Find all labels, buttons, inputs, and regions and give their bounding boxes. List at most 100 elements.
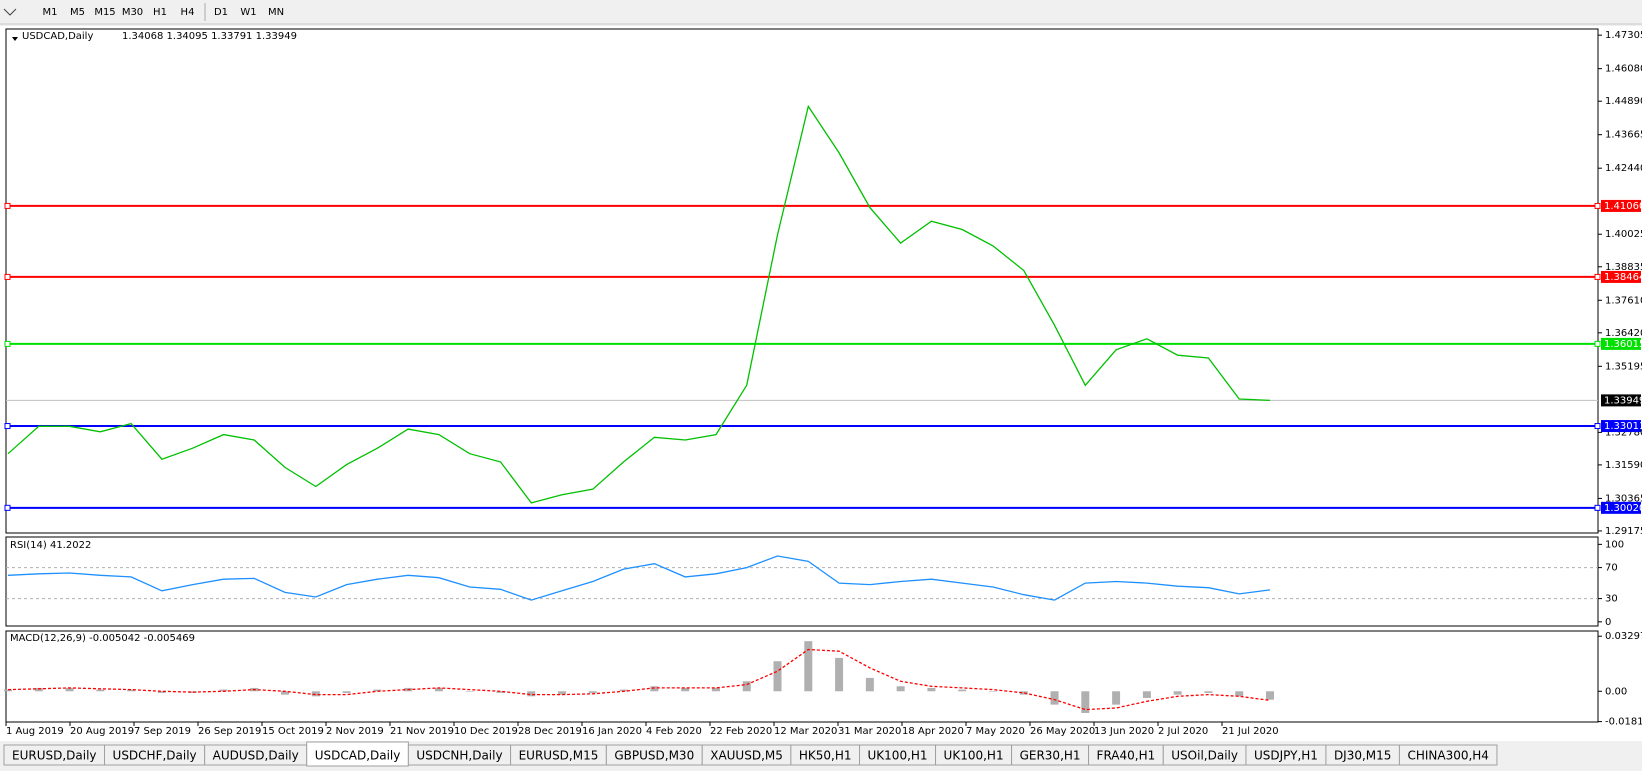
histogram-bar: [958, 689, 967, 692]
level-handle: [4, 423, 11, 430]
y-tick-label: 1.42440: [1605, 163, 1642, 174]
histogram-bar: [219, 689, 228, 692]
x-tick-label: 21 Jul 2020: [1222, 726, 1279, 737]
tab-label[interactable]: USOil,Daily: [1171, 749, 1238, 763]
tab-label[interactable]: USDCAD,Daily: [315, 749, 401, 763]
histogram-bar: [4, 689, 12, 692]
histogram-bar: [681, 687, 690, 692]
last-price-box: [1601, 394, 1641, 407]
histogram-bar: [465, 691, 474, 692]
y-tick-label: 1.30365: [1605, 493, 1642, 504]
tab-label[interactable]: FRA40,H1: [1097, 749, 1156, 763]
histogram-bar: [835, 657, 844, 692]
level-label-box: [1601, 199, 1641, 212]
y-tick-label: 1.36420: [1605, 328, 1642, 339]
histogram-bar: [1019, 691, 1028, 695]
x-tick-label: 26 Sep 2019: [198, 726, 261, 737]
tab-label[interactable]: EURUSD,M15: [519, 749, 599, 763]
timeframe-button[interactable]: H4: [181, 7, 195, 18]
y-tick-label: 0.00: [1605, 686, 1627, 697]
y-tick-label: 1.29175: [1605, 526, 1642, 537]
y-tick-label: 1.44890: [1605, 96, 1642, 107]
y-tick-label: 1.31590: [1605, 460, 1642, 471]
histogram-bar: [188, 691, 197, 693]
timeframe-button[interactable]: W1: [240, 7, 256, 18]
tab-label[interactable]: GBPUSD,M30: [614, 749, 694, 763]
level-handle: [1594, 273, 1601, 280]
histogram-bar: [988, 691, 997, 692]
timeframe-button[interactable]: H1: [153, 7, 167, 18]
y-tick-label: -0.018154: [1605, 717, 1642, 728]
x-tick-label: 7 May 2020: [966, 726, 1025, 737]
histogram-bar: [96, 689, 105, 692]
tab-label[interactable]: XAUUSD,M5: [710, 749, 783, 763]
timeframe-button[interactable]: D1: [214, 7, 228, 18]
tab-label[interactable]: USDCNH,Daily: [416, 749, 502, 763]
series-line: [7, 555, 1271, 601]
x-tick-label: 2 Jul 2020: [1158, 726, 1208, 737]
tab-label[interactable]: AUDUSD,Daily: [213, 749, 299, 763]
main-panel: [5, 28, 1599, 534]
level-label: 1.33011: [1604, 421, 1642, 432]
y-tick-label: 1.40025: [1605, 229, 1642, 240]
timeframe-button[interactable]: M15: [94, 7, 115, 18]
level-label: 1.38464: [1604, 272, 1642, 283]
x-tick-label: 15 Oct 2019: [262, 726, 324, 737]
histogram-bar: [1173, 691, 1182, 695]
level-label: 1.41060: [1604, 201, 1642, 212]
tab-label[interactable]: GER30,H1: [1020, 749, 1081, 763]
level-handle: [1594, 202, 1601, 209]
tab-label[interactable]: DJ30,M15: [1334, 749, 1392, 763]
histogram-bar: [496, 691, 505, 693]
panel-menu-arrow: [12, 37, 18, 41]
timeframe-button[interactable]: M1: [43, 7, 58, 18]
histogram-bar: [1204, 691, 1213, 693]
histogram-bar: [650, 686, 659, 692]
x-tick-label: 13 Jun 2020: [1094, 726, 1154, 737]
symbol: USDCAD,Daily: [22, 31, 93, 42]
histogram-bar: [773, 661, 782, 692]
histogram-bar: [927, 687, 936, 692]
x-tick-label: 10 Dec 2019: [454, 726, 518, 737]
chart-window: [0, 26, 1642, 741]
tab-label[interactable]: UK100,H1: [944, 749, 1004, 763]
histogram-bar: [1050, 691, 1059, 705]
level-label-box: [1601, 420, 1641, 433]
tab-label[interactable]: EURUSD,Daily: [12, 749, 97, 763]
y-tick-label: 1.38835: [1605, 262, 1642, 273]
histogram-bar: [865, 677, 874, 692]
toolbar-icon: [3, 8, 17, 16]
histogram-bar: [1081, 691, 1090, 713]
tab-label[interactable]: USDJPY,H1: [1254, 749, 1318, 763]
y-tick-label: 1.43665: [1605, 130, 1642, 141]
x-tick-label: 20 Aug 2019: [70, 726, 134, 737]
level-handle: [1594, 423, 1601, 430]
timeframe-button[interactable]: MN: [268, 7, 284, 18]
x-tick-label: 22 Feb 2020: [710, 726, 772, 737]
histogram-bar: [373, 689, 382, 692]
histogram-bar: [65, 687, 74, 692]
histogram-bar: [34, 687, 43, 692]
timeframe-button[interactable]: M5: [70, 7, 85, 18]
y-tick-label: 0.032972: [1605, 631, 1642, 642]
level-handle: [4, 504, 11, 511]
tab-label[interactable]: USDCHF,Daily: [113, 749, 197, 763]
histogram-bar: [434, 687, 443, 692]
histogram-bar: [619, 689, 628, 692]
histogram-bar: [1235, 691, 1244, 697]
macd-title: MACD(12,26,9) -0.005042 -0.005469: [10, 633, 195, 644]
rsi-title: RSI(14) 41.2022: [10, 540, 91, 551]
histogram-bar: [711, 687, 720, 692]
tab-label[interactable]: UK100,H1: [868, 749, 928, 763]
y-tick-label: 30: [1605, 594, 1618, 605]
tab[interactable]: [1398, 744, 1498, 766]
tab-label[interactable]: CHINA300,H4: [1407, 749, 1489, 763]
x-tick-label: 12 Mar 2020: [774, 726, 837, 737]
macd-panel: [5, 630, 1599, 723]
timeframe-button[interactable]: M30: [122, 7, 143, 18]
tab-label[interactable]: HK50,H1: [799, 749, 852, 763]
level-label-box: [1601, 337, 1641, 350]
level-handle: [1594, 504, 1601, 511]
x-tick-label: 28 Dec 2019: [518, 726, 582, 737]
